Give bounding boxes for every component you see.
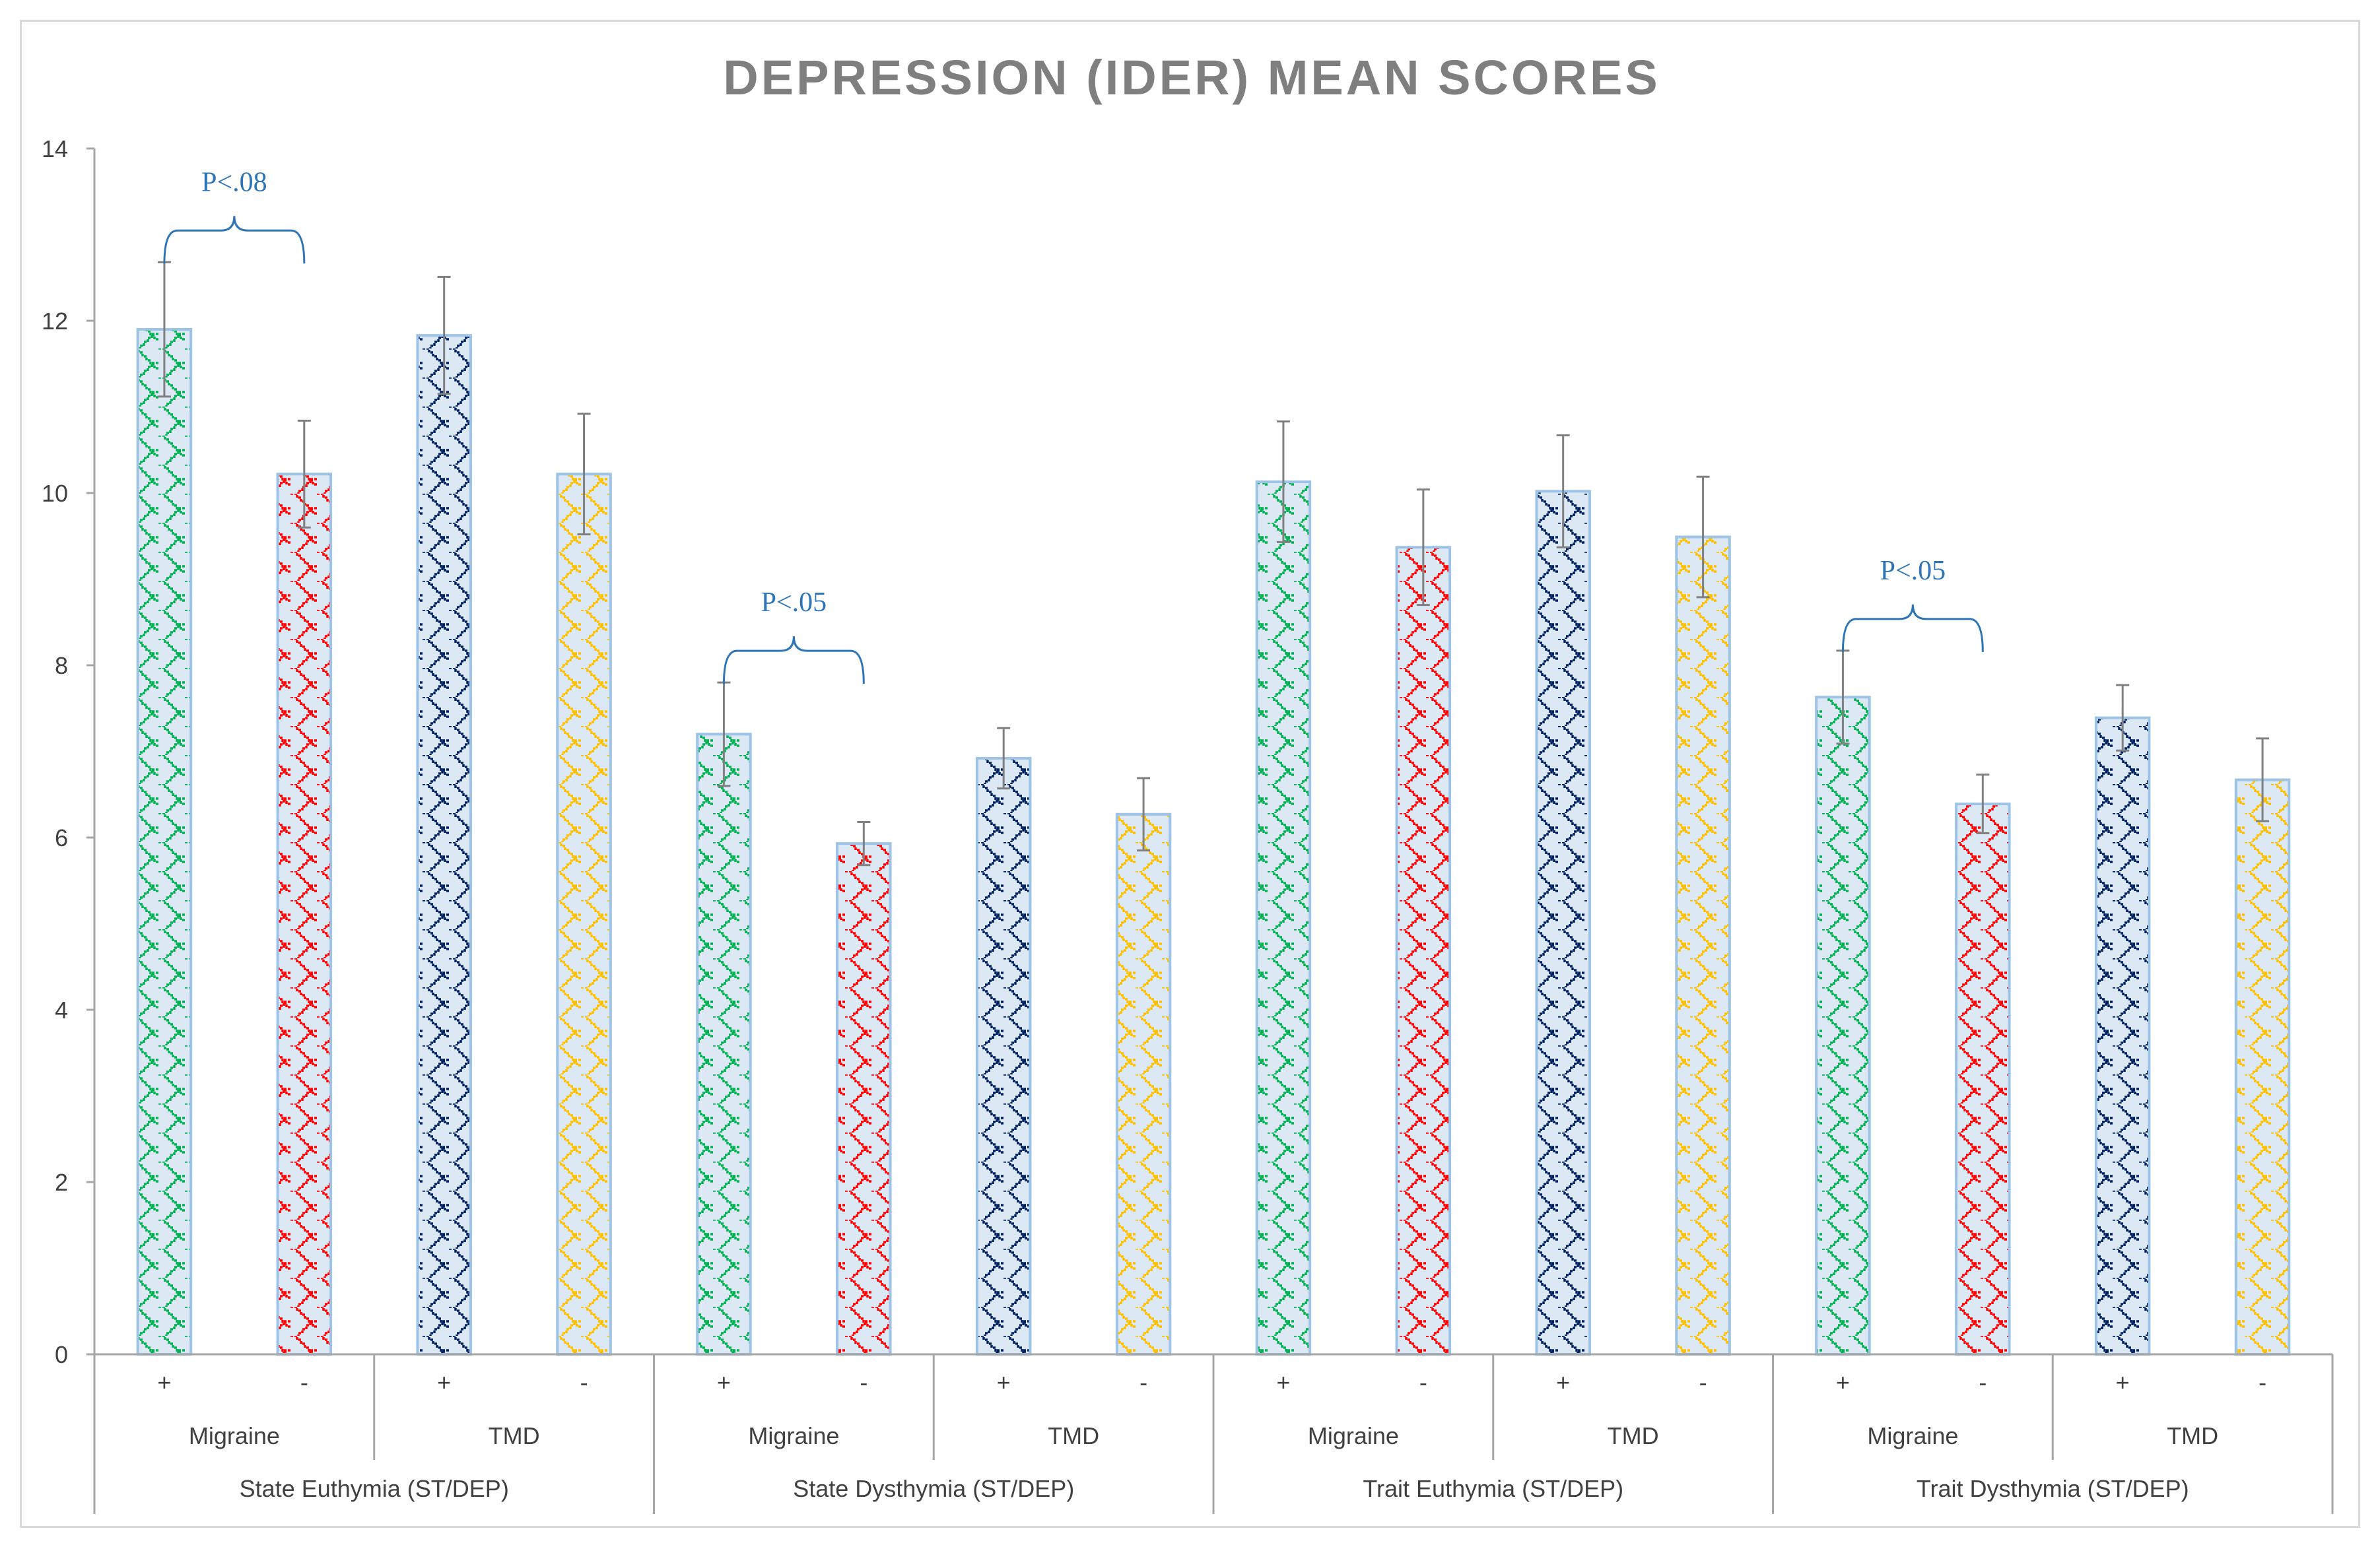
x-group-label: Trait Euthymia (ST/DEP) (1363, 1475, 1623, 1502)
bar (1535, 490, 1591, 1356)
bar (836, 842, 892, 1356)
bar (136, 328, 193, 1356)
bar (556, 473, 612, 1356)
x-group-label: Trait Dysthymia (ST/DEP) (1917, 1475, 2189, 1502)
y-tick-label: 8 (55, 652, 68, 679)
y-tick-label: 4 (55, 997, 68, 1024)
bar (975, 756, 1032, 1356)
bars-layer (136, 261, 2291, 1356)
x-sign-label: + (997, 1369, 1011, 1396)
significance-bracket (722, 636, 865, 684)
bar (416, 334, 472, 1356)
annotations-layer: P<.08 P<.05 P<.05 (163, 167, 1984, 684)
bar (1815, 696, 1871, 1356)
y-tick-label: 2 (55, 1169, 68, 1196)
x-condition-label: Migraine (189, 1422, 280, 1449)
x-sign-label: - (580, 1369, 588, 1396)
significance-bracket (163, 216, 306, 264)
x-condition-label: Migraine (1308, 1422, 1399, 1449)
y-tick-label: 0 (55, 1341, 68, 1368)
x-sign-label: + (1556, 1369, 1570, 1396)
y-tick-label: 12 (42, 308, 68, 335)
bar (2234, 778, 2291, 1356)
bar (1955, 803, 2011, 1356)
bar (2094, 716, 2151, 1356)
x-condition-label: TMD (489, 1422, 540, 1449)
x-sign-label: - (2259, 1369, 2266, 1396)
x-condition-label: TMD (2167, 1422, 2218, 1449)
x-sign-label: - (1419, 1369, 1427, 1396)
x-condition-label: TMD (1608, 1422, 1659, 1449)
x-sign-label: - (1139, 1369, 1147, 1396)
significance-label: P<.08 (201, 167, 267, 197)
x-condition-label: TMD (1048, 1422, 1099, 1449)
x-condition-label: Migraine (1867, 1422, 1958, 1449)
x-sign-label: - (860, 1369, 867, 1396)
x-group-label: State Dysthymia (ST/DEP) (793, 1475, 1074, 1502)
x-sign-label: - (300, 1369, 308, 1396)
significance-bracket (1841, 604, 1984, 652)
bar (1395, 546, 1452, 1356)
x-sign-label: - (1699, 1369, 1707, 1396)
x-sign-label: + (1836, 1369, 1850, 1396)
bar (1675, 535, 1731, 1356)
y-tick-label: 10 (42, 480, 68, 507)
significance-label: P<.05 (1880, 556, 1946, 586)
x-sign-label: + (157, 1369, 171, 1396)
bar (696, 733, 752, 1356)
bar (1255, 480, 1312, 1356)
x-group-label: State Euthymia (ST/DEP) (240, 1475, 509, 1502)
y-tick-label: 6 (55, 824, 68, 851)
x-sign-label: + (437, 1369, 451, 1396)
x-sign-label: - (1979, 1369, 1987, 1396)
chart-title: DEPRESSION (IDER) MEAN SCORES (723, 50, 1660, 105)
x-sign-label: + (1276, 1369, 1290, 1396)
x-condition-label: Migraine (748, 1422, 839, 1449)
x-sign-label: + (2116, 1369, 2130, 1396)
y-tick-label: 14 (42, 135, 68, 162)
y-axis: 0 2 4 6 8 10 12 14 (42, 135, 96, 1368)
bar (276, 473, 333, 1356)
significance-label: P<.05 (761, 587, 827, 618)
bar (1115, 812, 1172, 1356)
x-sign-label: + (717, 1369, 731, 1396)
